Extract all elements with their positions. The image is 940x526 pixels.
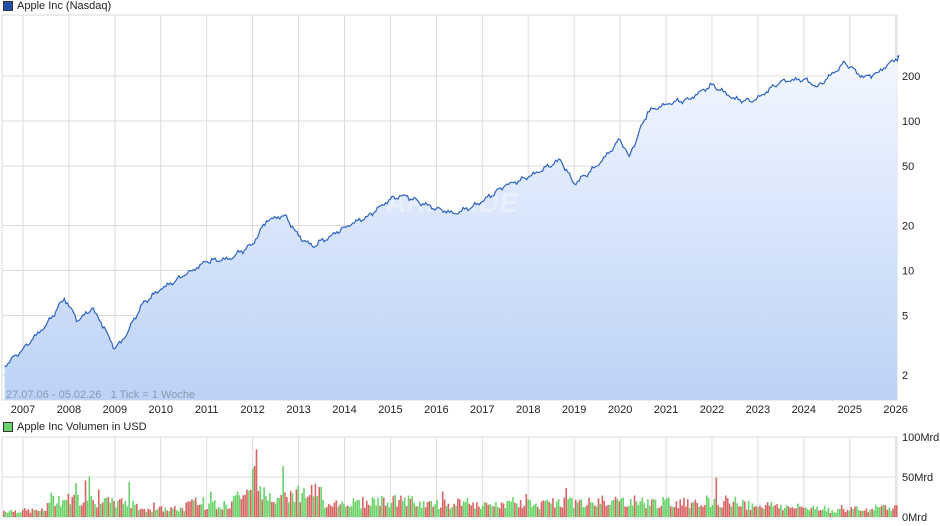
x-tick: 2024 — [792, 404, 816, 416]
x-tick: 2013 — [286, 404, 310, 416]
x-tick: 2017 — [470, 404, 494, 416]
x-axis: 2007 2008 2009 2010 2011 2012 2013 2014 2015 2016… — [11, 404, 908, 416]
x-tick: 2015 — [378, 404, 402, 416]
volume-y-tick: 0Mrd — [902, 512, 927, 524]
price-y-tick: 2 — [902, 370, 908, 382]
volume-legend: Apple Inc Volumen in USD — [3, 421, 147, 433]
x-tick: 2007 — [11, 404, 35, 416]
price-y-tick: 50 — [902, 161, 914, 173]
price-legend-label: Apple Inc (Nasdaq) — [17, 0, 112, 12]
price-line — [4, 54, 900, 368]
price-area — [4, 55, 899, 401]
price-y-axis: 2 5 10 20 50 100 200 — [902, 71, 920, 382]
price-y-tick: 10 — [902, 266, 914, 278]
price-y-tick: 20 — [902, 220, 914, 232]
x-tick: 2023 — [746, 404, 770, 416]
price-y-tick: 100 — [902, 116, 920, 128]
watermark: ARIVA.DE — [385, 187, 519, 218]
x-tick: 2020 — [608, 404, 632, 416]
x-tick: 2018 — [516, 404, 540, 416]
volume-bars — [3, 449, 898, 517]
x-tick: 2022 — [700, 404, 724, 416]
x-tick: 2019 — [562, 404, 586, 416]
x-tick: 2009 — [103, 404, 127, 416]
x-tick: 2026 — [883, 404, 907, 416]
price-legend-swatch — [3, 1, 13, 11]
x-tick: 2011 — [195, 404, 219, 416]
price-y-tick: 200 — [902, 71, 920, 83]
x-tick: 2012 — [240, 404, 264, 416]
date-range-info: 27.07.06 - 05.02.26 1 Tick = 1 Woche — [6, 389, 195, 401]
volume-y-tick: 50Mrd — [902, 472, 933, 484]
volume-legend-label: Apple Inc Volumen in USD — [17, 421, 147, 433]
x-tick: 2008 — [57, 404, 81, 416]
x-tick: 2016 — [424, 404, 448, 416]
price-legend: Apple Inc (Nasdaq) — [3, 0, 111, 12]
x-tick: 2010 — [149, 404, 173, 416]
x-tick: 2021 — [654, 404, 678, 416]
x-tick: 2025 — [837, 404, 861, 416]
volume-y-axis: 0Mrd 50Mrd 100Mrd — [902, 432, 939, 524]
x-tick: 2014 — [332, 404, 356, 416]
volume-y-tick: 100Mrd — [902, 432, 939, 444]
price-y-tick: 5 — [902, 311, 908, 323]
volume-legend-swatch — [3, 422, 13, 432]
